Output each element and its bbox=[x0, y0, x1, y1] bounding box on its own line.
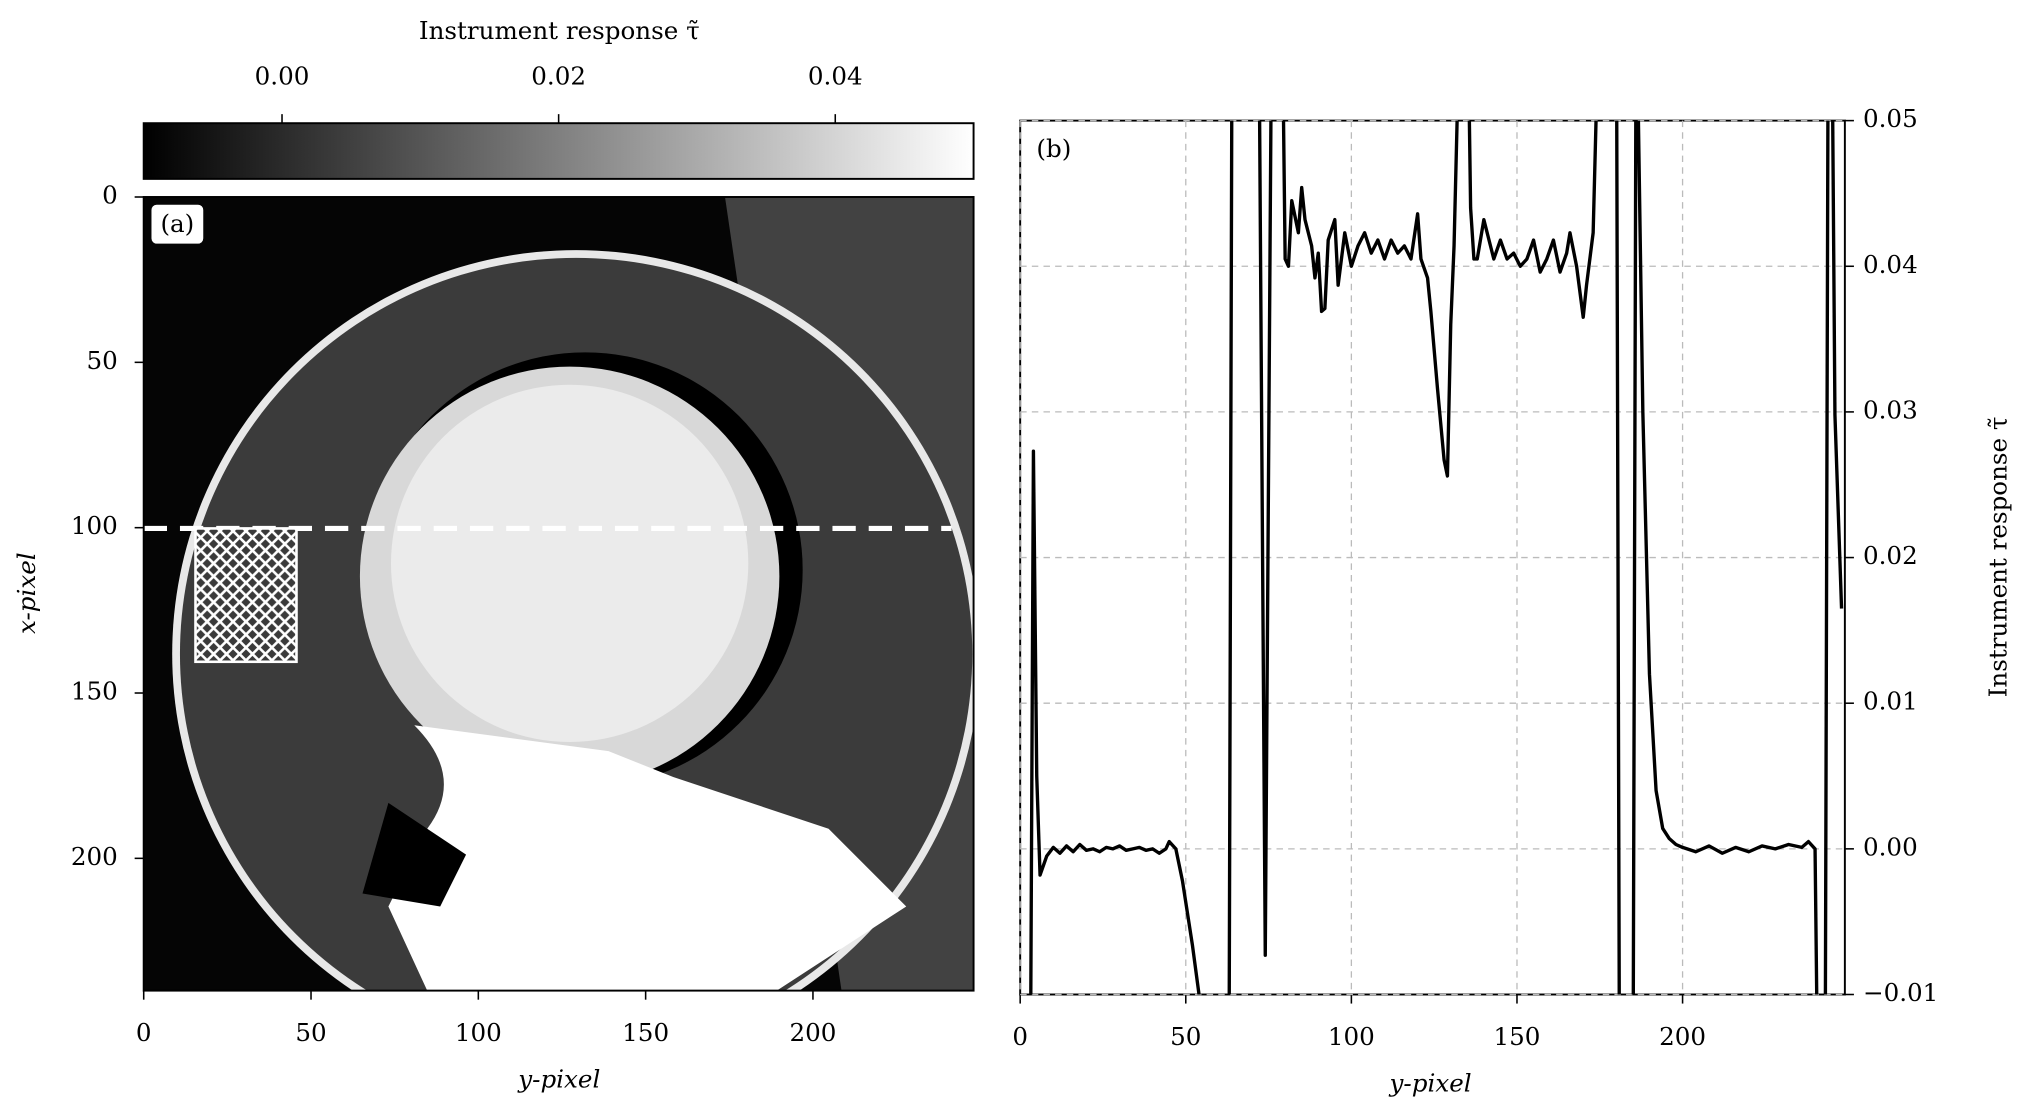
panel-label: (a) bbox=[160, 209, 194, 238]
ct-image bbox=[143, 197, 974, 991]
y-tick-label: −0.01 bbox=[1863, 978, 1938, 1007]
x-axis-label: y-pixel bbox=[1389, 1069, 1472, 1098]
x-tick-label: 150 bbox=[622, 1018, 669, 1047]
y-tick-label: 0.02 bbox=[1863, 541, 1918, 570]
colorbar-tick-label: 0.02 bbox=[531, 61, 586, 90]
plot-area bbox=[1029, 120, 1844, 995]
y-tick-label: 0.05 bbox=[1863, 104, 1918, 133]
x-tick-label: 0 bbox=[1012, 1022, 1028, 1051]
colorbar-tick-label: 0.04 bbox=[808, 61, 863, 90]
y-tick-label: 150 bbox=[71, 677, 118, 706]
x-tick-label: 50 bbox=[295, 1018, 326, 1047]
x-tick-label: 100 bbox=[455, 1018, 502, 1047]
x-tick-label: 150 bbox=[1494, 1022, 1541, 1051]
colorbar-tick-label: 0.00 bbox=[255, 61, 310, 90]
y-tick-label: 0.04 bbox=[1863, 250, 1918, 279]
y-tick-label: 100 bbox=[71, 511, 118, 540]
y-axis-label: Instrument response τ̃ bbox=[1984, 417, 2013, 698]
colorbar-label: Instrument response τ̃ bbox=[419, 16, 700, 45]
y-tick-label: 0.03 bbox=[1863, 395, 1918, 424]
x-tick-label: 200 bbox=[1659, 1022, 1706, 1051]
y-tick-label: 0.01 bbox=[1863, 687, 1918, 716]
y-tick-label: 0 bbox=[102, 181, 118, 210]
panel-label: (b) bbox=[1036, 134, 1071, 163]
y-tick-label: 200 bbox=[71, 842, 118, 871]
colorbar bbox=[142, 122, 975, 180]
x-tick-label: 100 bbox=[1328, 1022, 1375, 1051]
y-axis-label: x-pixel bbox=[12, 552, 41, 634]
line-series bbox=[1029, 120, 1844, 995]
x-axis-label: y-pixel bbox=[517, 1065, 600, 1094]
x-tick-label: 50 bbox=[1170, 1022, 1201, 1051]
x-tick-label: 0 bbox=[136, 1018, 152, 1047]
x-tick-label: 200 bbox=[789, 1018, 836, 1047]
y-tick-label: 0.00 bbox=[1863, 832, 1918, 861]
y-tick-label: 50 bbox=[87, 346, 118, 375]
axes-frame bbox=[142, 196, 975, 992]
annotation-box bbox=[151, 204, 204, 244]
